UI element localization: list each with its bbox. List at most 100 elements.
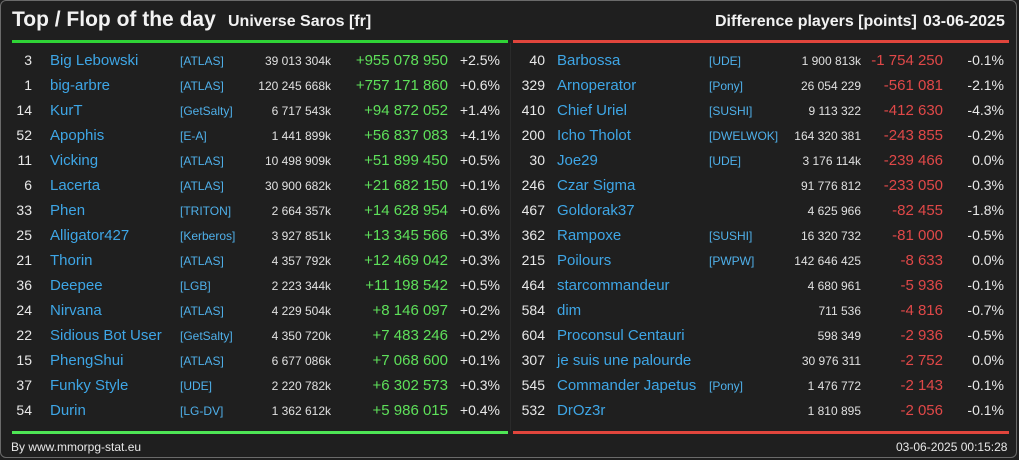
player-name-link[interactable]: Nirvana [50,302,102,319]
alliance-tag-link[interactable]: [E-A] [180,129,207,143]
player-name-link[interactable]: Chief Uriel [557,102,628,119]
points-difference: -2 936 [900,327,943,344]
player-rank: 11 [17,152,32,168]
points-difference: -2 143 [900,377,943,394]
alliance-tag-link[interactable]: [UDE] [709,154,742,168]
alliance-tag-link[interactable]: [GetSalty] [180,329,233,343]
player-rank: 25 [16,227,32,243]
alliance-tag-link[interactable]: [LG-DV] [180,404,224,418]
percent-change: +0.3% [459,227,500,243]
points-difference: +7 483 246 [372,327,449,344]
player-name-link[interactable]: Durin [50,402,86,419]
player-name-link[interactable]: KurT [50,102,83,119]
percent-change: -0.5% [967,327,1004,343]
player-rank: 604 [521,327,545,343]
player-points: 4 357 792k [271,254,331,268]
alliance-tag-link[interactable]: [Kerberos] [180,229,236,243]
player-name-link[interactable]: Arnoperator [557,77,637,94]
player-name-link[interactable]: Funky Style [50,377,129,394]
player-name-link[interactable]: PhengShui [50,352,124,369]
player-name-link[interactable]: Czar Sigma [557,177,636,194]
player-name-link[interactable]: Commander Japetus [557,377,697,394]
top-row: 52 Apophis [E-A] 1 441 899k +56 837 083 +4.1% [1,123,510,148]
alliance-tag-link[interactable]: [TRITON] [180,204,232,218]
player-points: 9 113 322 [808,104,862,118]
alliance-tag-link[interactable]: [PWPW] [709,254,755,268]
player-name-link[interactable]: Apophis [50,127,105,144]
percent-change: -0.1% [967,377,1004,393]
player-rank: 410 [521,102,545,118]
percent-change: -0.1% [967,402,1004,418]
player-name-link[interactable]: Poilours [557,252,612,269]
top-row: 25 Alligator427 [Kerberos] 3 927 851k +13 34… [1,223,510,248]
points-difference: -233 050 [883,177,943,194]
player-name-link[interactable]: dim [557,302,582,319]
player-name-link[interactable]: Alligator427 [50,227,130,244]
player-name-link[interactable]: Deepee [50,277,103,294]
player-rank: 246 [521,177,545,193]
site-credit[interactable]: By www.mmorpg-stat.eu [11,440,142,454]
alliance-tag-link[interactable]: [SUSHI] [709,104,753,118]
player-name-link[interactable]: je suis une palourde [557,352,692,369]
percent-change: 0.0% [972,252,1004,268]
alliance-tag-link[interactable]: [ATLAS] [180,179,224,193]
percent-change: -4.3% [967,102,1004,118]
alliance-tag-link[interactable]: [UDE] [709,54,742,68]
player-name-link[interactable]: Goldorak37 [557,202,635,219]
player-name-link[interactable]: big-arbre [50,77,111,94]
percent-change: -0.3% [967,177,1004,193]
top-list: 3 Big Lebowski [ATLAS] 39 013 304k +955 078 … [1,48,510,423]
player-name-link[interactable]: Thorin [50,252,93,269]
alliance-tag-link[interactable]: [DWELWOK] [709,129,779,143]
player-name-link[interactable]: Barbossa [557,52,621,69]
player-name-link[interactable]: Joe29 [557,152,598,169]
player-name-link[interactable]: Big Lebowski [50,52,139,69]
player-name-link[interactable]: Sidious Bot User [50,327,162,344]
date-label: 03-06-2025 [923,13,1005,30]
player-rank: 362 [521,227,545,243]
player-name-link[interactable]: Vicking [50,152,99,169]
player-rank: 6 [24,177,32,193]
player-points: 39 013 304k [264,54,331,68]
percent-change: +0.6% [459,202,500,218]
player-points: 1 900 813k [801,54,861,68]
points-difference: -5 936 [900,277,943,294]
player-points: 164 320 381 [794,129,861,143]
top-row: 1 big-arbre [ATLAS] 120 245 668k +757 171 86… [1,73,510,98]
player-name-link[interactable]: starcommandeur [557,277,670,294]
flop-accent-bar-bottom [513,431,1009,434]
alliance-tag-link[interactable]: [SUSHI] [709,229,753,243]
percent-change: +0.5% [459,277,500,293]
player-rank: 464 [521,277,545,293]
alliance-tag-link[interactable]: [UDE] [180,379,213,393]
player-name-link[interactable]: Rampoxe [557,227,622,244]
alliance-tag-link[interactable]: [ATLAS] [180,354,224,368]
alliance-tag-link[interactable]: [ATLAS] [180,79,224,93]
alliance-tag-link[interactable]: [LGB] [180,279,211,293]
player-rank: 545 [521,377,545,393]
player-name-link[interactable]: Icho Tholot [557,127,631,144]
alliance-tag-link[interactable]: [ATLAS] [180,304,224,318]
player-name-link[interactable]: Lacerta [50,177,101,194]
player-rank: 467 [521,202,545,218]
player-points: 2 220 782k [271,379,331,393]
player-name-link[interactable]: DrOz3r [557,402,606,419]
points-difference: -561 081 [883,77,943,94]
flop-row: 410 Chief Uriel [SUSHI] 9 113 322 -412 630 -4… [511,98,1011,123]
top-row: 21 Thorin [ATLAS] 4 357 792k +12 469 042 +0.3… [1,248,510,273]
player-name-link[interactable]: Proconsul Centauri [557,327,685,344]
percent-change: +0.5% [459,152,500,168]
alliance-tag-link[interactable]: [ATLAS] [180,54,224,68]
flop-row: 584 dim 711 536 -4 816 -0.7% [511,298,1011,323]
player-name-link[interactable]: Phen [50,202,86,219]
alliance-tag-link[interactable]: [GetSalty] [180,104,233,118]
player-rank: 24 [16,302,32,318]
percent-change: +0.1% [459,177,500,193]
points-difference: +56 837 083 [364,127,448,144]
top-row: 15 PhengShui [ATLAS] 6 677 086k +7 068 600 +0… [1,348,510,373]
alliance-tag-link[interactable]: [Pony] [709,379,744,393]
top-row: 22 Sidious Bot User [GetSalty] 4 350 720k +7… [1,323,510,348]
alliance-tag-link[interactable]: [ATLAS] [180,154,224,168]
alliance-tag-link[interactable]: [ATLAS] [180,254,224,268]
alliance-tag-link[interactable]: [Pony] [709,79,744,93]
